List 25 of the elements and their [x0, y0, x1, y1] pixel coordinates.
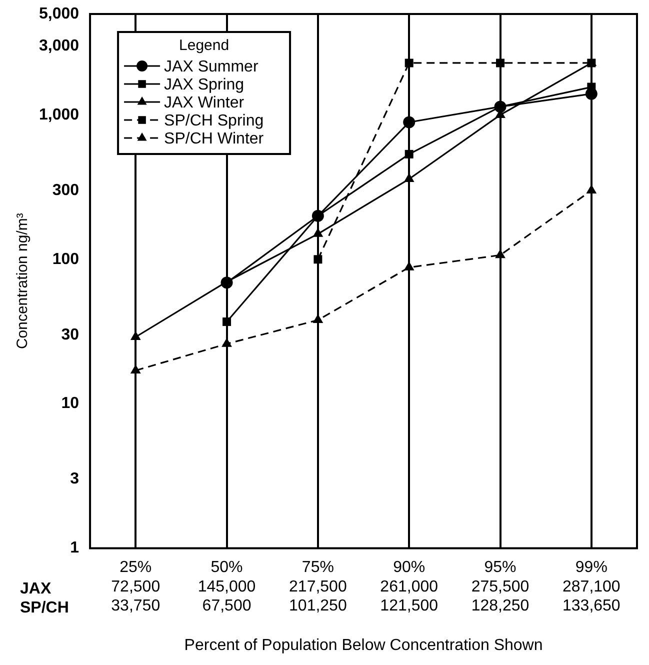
- text: SP/CH: [20, 600, 69, 617]
- y-tick-label: 300: [52, 182, 80, 199]
- y-axis-title: Concentration ng/m³: [14, 213, 32, 350]
- y-tick-label: 10: [61, 395, 80, 412]
- y-tick-label: 1: [70, 540, 80, 557]
- y-tick-label: 3: [70, 470, 80, 488]
- legend-label: JAX Spring: [164, 76, 244, 94]
- legend-title: Legend: [179, 37, 230, 54]
- y-tick-label: 3,000: [38, 37, 80, 54]
- x-tick-label: 50% 145,000 67,500: [198, 559, 256, 615]
- x-tick-label: 25% 72,500 33,750: [111, 559, 160, 615]
- y-tick-label: 30: [61, 326, 80, 344]
- y-tick-label: 5,000: [38, 5, 80, 22]
- x-tick-label: 99% 287,100 133,650: [562, 559, 620, 615]
- text: JAX: [20, 580, 52, 598]
- y-tick-label: 100: [52, 250, 80, 268]
- y-tick-label: 1,000: [38, 106, 80, 124]
- legend-label: JAX Summer: [164, 58, 259, 76]
- x-tick-label: 75% 217,500 101,250: [289, 559, 347, 615]
- x-axis-title: Percent of Population Below Concentration Shown: [184, 636, 543, 654]
- x-tick-label: 95% 275,500 128,250: [471, 559, 530, 615]
- legend-label: SP/CH Winter: [164, 130, 264, 148]
- x-tick-label: 90% 261,000 121,500: [380, 559, 438, 615]
- legend-label: SP/CH Spring: [164, 112, 264, 130]
- legend-label: JAX Winter: [164, 94, 245, 112]
